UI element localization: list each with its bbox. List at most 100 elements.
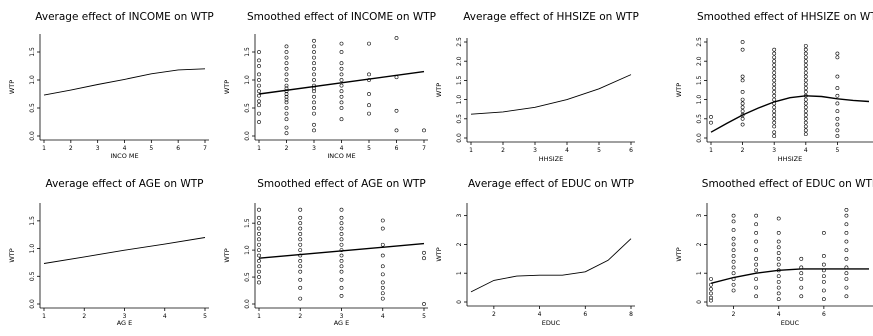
- data-point: [298, 269, 303, 274]
- y-axis-label: WTP: [223, 80, 231, 94]
- y-tick-label: 0: [696, 300, 703, 304]
- data-point: [835, 122, 840, 127]
- y-tick-label: 0.5: [456, 114, 463, 124]
- data-point: [339, 41, 344, 46]
- x-tick-label: 4: [777, 311, 781, 318]
- data-point: [844, 207, 849, 212]
- y-tick-label: 0.0: [244, 131, 251, 141]
- data-point: [367, 72, 371, 77]
- data-point: [740, 97, 745, 102]
- plot-area: [257, 36, 426, 136]
- data-point: [821, 262, 826, 267]
- data-point: [772, 66, 777, 71]
- data-point: [772, 120, 777, 125]
- y-tick-label: 2.5: [696, 37, 703, 47]
- data-point: [284, 78, 289, 82]
- data-point: [257, 103, 261, 108]
- data-point: [380, 253, 385, 258]
- x-tick-label: 2: [82, 313, 86, 320]
- data-point: [298, 207, 303, 212]
- data-point: [844, 248, 849, 253]
- x-tick-label: 5: [835, 147, 839, 154]
- data-point: [803, 120, 808, 125]
- smoothed-fit-line: [710, 95, 870, 133]
- data-point: [709, 287, 713, 291]
- panel-title: Average effect of EDUC on WTP: [468, 178, 634, 190]
- data-point: [754, 262, 759, 267]
- data-point: [339, 83, 344, 88]
- x-tick-label: 3: [123, 313, 127, 320]
- data-point: [803, 82, 808, 87]
- panel-title: Average effect of INCOME on WTP: [35, 11, 213, 23]
- series-line: [43, 237, 206, 264]
- data-point: [339, 285, 344, 290]
- data-point: [776, 251, 781, 255]
- x-tick-label: 6: [583, 311, 587, 318]
- data-point: [257, 221, 261, 226]
- data-point: [776, 216, 781, 221]
- data-point: [731, 265, 736, 270]
- data-point: [339, 89, 344, 94]
- data-point: [754, 231, 759, 235]
- data-point: [799, 271, 804, 276]
- data-point: [312, 122, 316, 127]
- data-point: [754, 248, 759, 253]
- panel-title: Smoothed effect of INCOME on WTP: [247, 11, 436, 23]
- data-point: [731, 259, 736, 264]
- data-point: [380, 296, 385, 301]
- data-point: [803, 78, 808, 83]
- data-point: [380, 280, 385, 285]
- data-point: [754, 285, 759, 290]
- data-point: [312, 106, 316, 110]
- plot-area: [257, 207, 426, 306]
- x-tick-label: 3: [533, 147, 537, 154]
- data-point: [257, 232, 261, 236]
- data-point: [821, 288, 826, 293]
- x-tick-label: 2: [285, 145, 289, 152]
- data-point: [312, 100, 316, 105]
- data-point: [740, 122, 745, 127]
- data-point: [821, 279, 826, 284]
- data-point: [754, 213, 759, 218]
- data-point: [339, 106, 344, 110]
- data-point: [339, 269, 344, 274]
- data-point: [339, 78, 344, 82]
- data-point: [257, 93, 261, 98]
- data-point: [835, 93, 840, 98]
- data-point: [284, 111, 289, 116]
- data-point: [380, 242, 385, 247]
- x-tick-label: 4: [804, 147, 808, 154]
- data-point: [844, 256, 849, 261]
- data-point: [284, 83, 289, 88]
- data-point: [803, 47, 808, 52]
- data-point: [754, 256, 759, 261]
- x-tick-label: 6: [176, 145, 180, 152]
- data-point: [312, 78, 316, 82]
- y-tick-label: 1.0: [29, 244, 36, 254]
- data-point: [772, 59, 777, 64]
- x-tick-label: 3: [96, 145, 100, 152]
- data-point: [731, 288, 736, 293]
- data-point: [835, 101, 840, 106]
- data-point: [731, 219, 736, 224]
- x-tick-label: 6: [629, 147, 633, 154]
- x-tick-label: 6: [822, 311, 826, 318]
- panel-3: Average effect of HHSIZE on WTP 1 2 3 4 5 6 0.0…: [435, 11, 639, 163]
- data-point: [380, 285, 385, 290]
- data-point: [284, 117, 289, 122]
- data-point: [772, 105, 777, 110]
- data-point: [422, 302, 426, 306]
- data-point: [298, 232, 303, 236]
- plot-area: [43, 68, 206, 96]
- data-point: [772, 86, 777, 90]
- data-point: [803, 128, 808, 133]
- data-point: [772, 90, 777, 94]
- y-axis-label: WTP: [8, 248, 16, 262]
- data-point: [740, 109, 745, 114]
- x-tick-label: 1: [709, 147, 713, 154]
- data-point: [298, 226, 303, 231]
- data-point: [257, 120, 261, 124]
- data-point: [284, 100, 289, 105]
- data-point: [821, 274, 826, 278]
